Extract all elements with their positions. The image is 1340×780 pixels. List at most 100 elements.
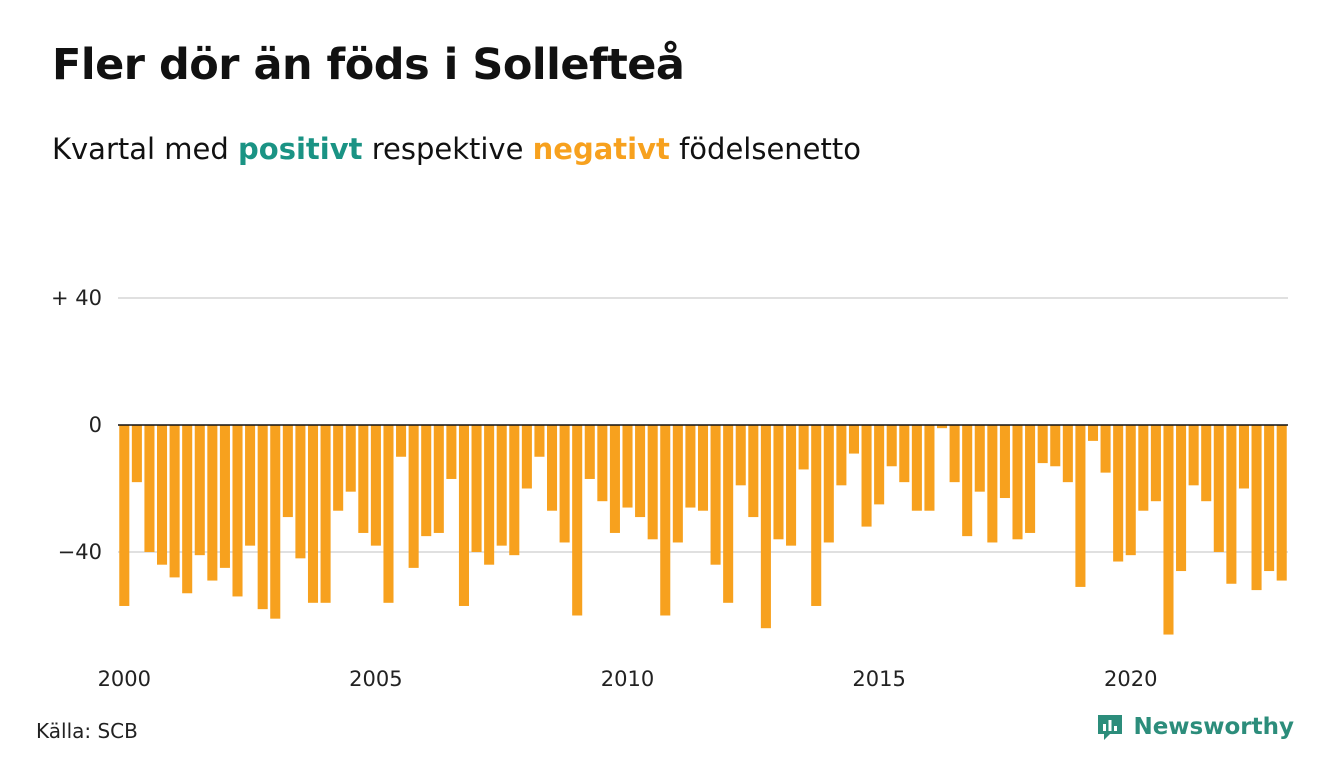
x-tick-label: 2015	[852, 667, 905, 691]
bar	[949, 425, 960, 483]
bar	[874, 425, 885, 505]
bar	[1012, 425, 1023, 540]
bar	[748, 425, 759, 518]
bar	[962, 425, 973, 537]
bar	[370, 425, 381, 546]
bar	[396, 425, 407, 457]
bar	[1226, 425, 1237, 584]
bar	[383, 425, 394, 603]
bar	[635, 425, 646, 518]
bar	[999, 425, 1010, 499]
bar	[1188, 425, 1199, 486]
bar	[773, 425, 784, 540]
bar	[911, 425, 922, 511]
bar	[1125, 425, 1136, 556]
bar	[194, 425, 205, 556]
bar	[358, 425, 369, 533]
bar	[433, 425, 444, 533]
bar	[1062, 425, 1073, 483]
x-tick-label: 2020	[1104, 667, 1157, 691]
bar	[798, 425, 809, 470]
bar	[1201, 425, 1212, 502]
bars	[119, 425, 1287, 635]
bar	[584, 425, 595, 479]
bar	[723, 425, 734, 603]
bar	[836, 425, 847, 486]
bar	[421, 425, 432, 537]
bar	[270, 425, 281, 619]
bar	[760, 425, 771, 629]
bar	[811, 425, 822, 606]
bar	[496, 425, 507, 546]
bar	[1238, 425, 1249, 489]
bar	[282, 425, 293, 518]
bar	[823, 425, 834, 543]
bar	[408, 425, 419, 568]
bar	[1163, 425, 1174, 635]
brand-logo: Newsworthy	[1095, 712, 1294, 742]
bar	[547, 425, 558, 511]
bar	[446, 425, 457, 479]
bar	[1176, 425, 1187, 572]
bar	[219, 425, 230, 568]
chart-title: Fler dör än föds i Sollefteå	[52, 40, 685, 90]
bar	[320, 425, 331, 603]
bar	[521, 425, 532, 489]
subtitle-suffix: födelsenetto	[669, 132, 861, 166]
bar	[333, 425, 344, 511]
bar	[1087, 425, 1099, 441]
bar	[697, 425, 709, 511]
bar	[572, 425, 583, 616]
bar	[232, 425, 243, 597]
bar	[1150, 425, 1161, 502]
bar	[534, 425, 545, 457]
bar	[987, 425, 998, 543]
x-tick-label: 2010	[601, 667, 654, 691]
y-tick-label: + 40	[51, 286, 102, 310]
bar	[886, 425, 897, 467]
bar	[786, 425, 797, 546]
bar	[182, 425, 193, 594]
bar	[471, 425, 482, 552]
bar	[144, 425, 155, 552]
newsworthy-bar-chart-icon	[1098, 715, 1123, 740]
bar	[207, 425, 218, 581]
bar	[710, 425, 721, 565]
bar	[735, 425, 746, 486]
bar	[131, 425, 142, 483]
bar	[647, 425, 658, 540]
bar	[848, 425, 859, 454]
bar	[1075, 425, 1086, 587]
bar	[1251, 425, 1262, 591]
bar	[1050, 425, 1061, 467]
bar	[1025, 425, 1036, 533]
y-tick-label: 0	[89, 413, 102, 437]
bar-chart: + 40 0 −40 2000 2005 2010 2015 2020	[51, 286, 1288, 691]
bar	[861, 425, 872, 527]
y-tick-label: −40	[58, 540, 102, 564]
bar	[672, 425, 683, 543]
bar	[345, 425, 356, 492]
bar	[1264, 425, 1275, 572]
bar	[119, 425, 130, 606]
bar	[307, 425, 319, 603]
bar	[1100, 425, 1111, 473]
axis-labels: + 40 0 −40 2000 2005 2010 2015 2020	[51, 286, 1288, 691]
bar	[245, 425, 256, 546]
bar	[924, 425, 935, 511]
bar	[509, 425, 520, 556]
bar	[157, 425, 168, 565]
x-tick-label: 2000	[98, 667, 151, 691]
bar	[484, 425, 495, 565]
bar	[1138, 425, 1149, 511]
x-tick-label: 2005	[349, 667, 402, 691]
chart-subtitle: Kvartal med positivt respektive negativt…	[52, 132, 861, 167]
bar	[597, 425, 608, 502]
bar	[1037, 425, 1048, 464]
subtitle-middle: respektive	[362, 132, 533, 166]
bar	[899, 425, 910, 483]
subtitle-positive-highlight: positivt	[238, 132, 363, 166]
bar	[559, 425, 570, 543]
bar	[685, 425, 696, 508]
bar	[609, 425, 620, 533]
